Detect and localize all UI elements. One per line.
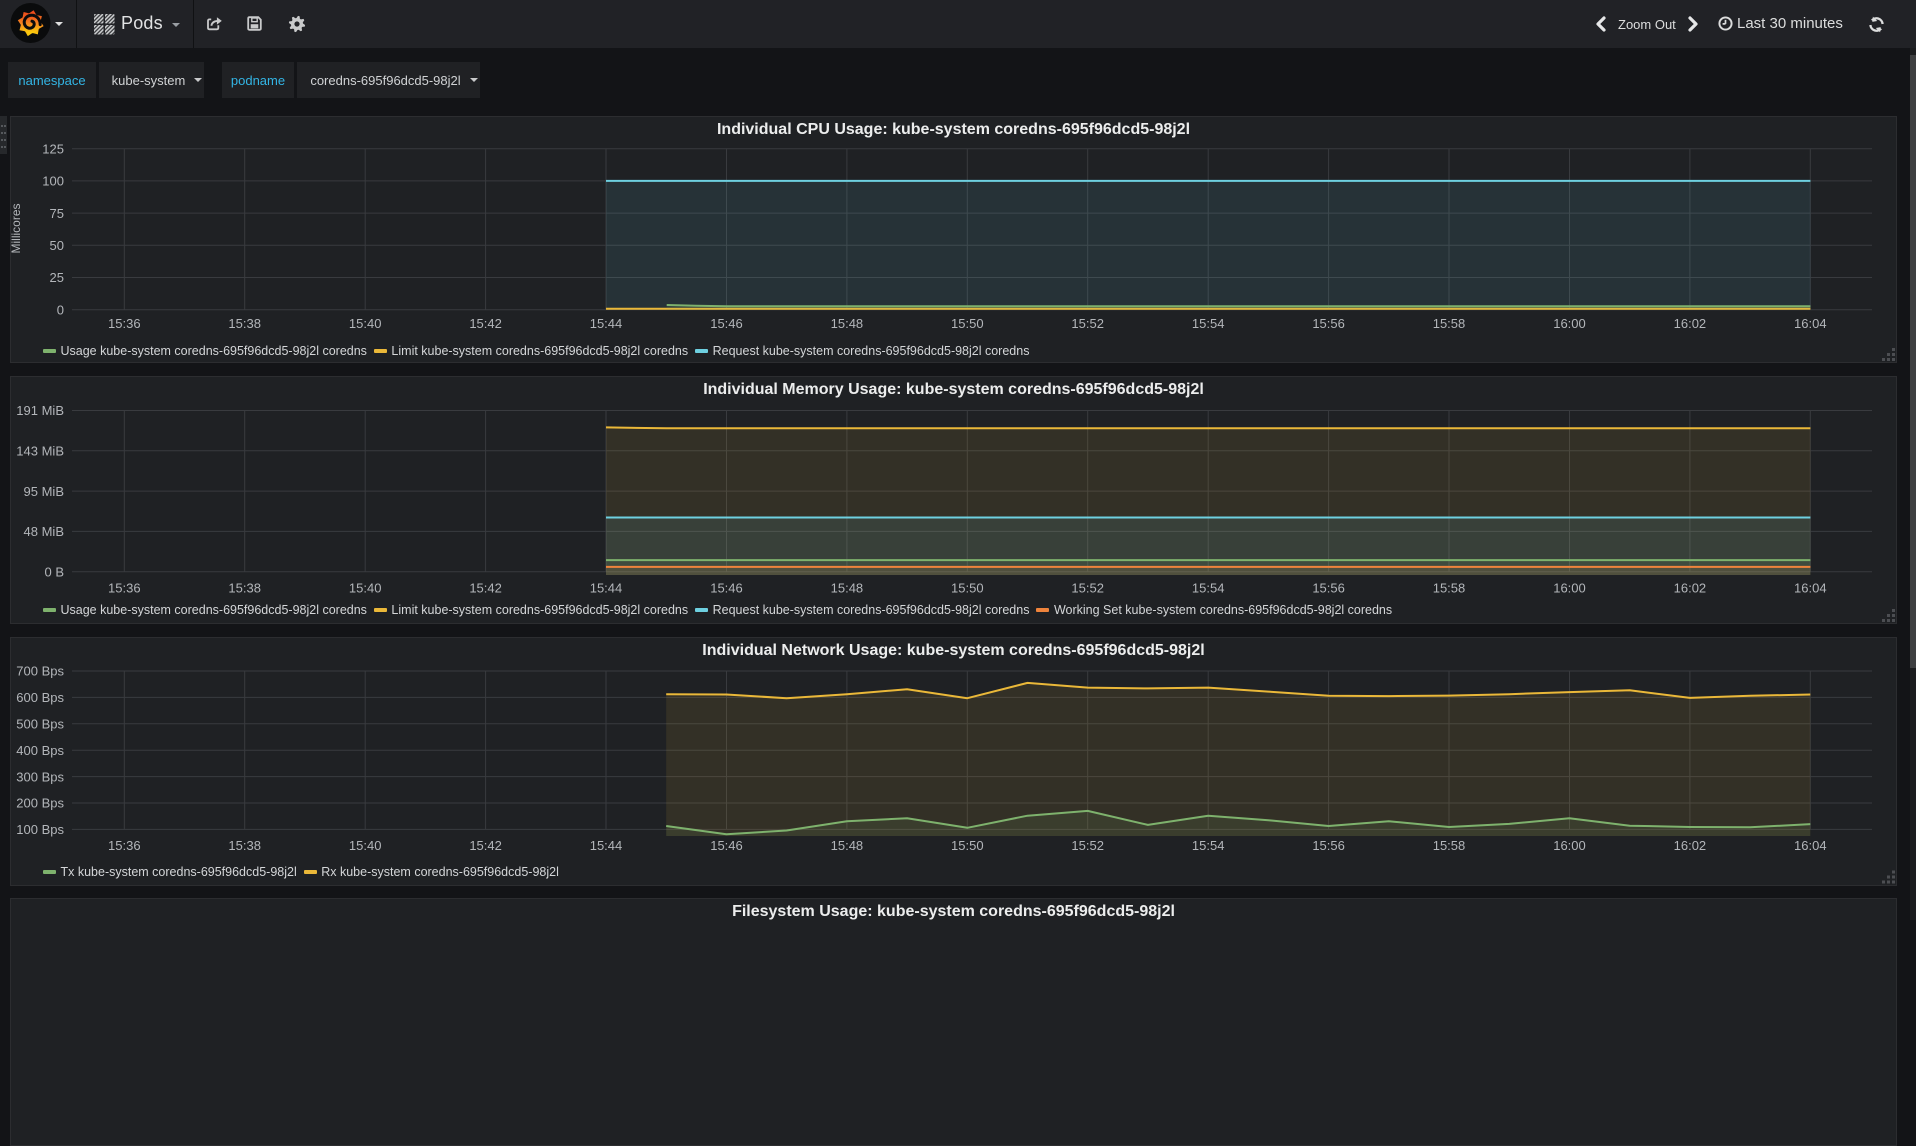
svg-text:500 Bps: 500 Bps xyxy=(16,717,64,732)
svg-text:0 B: 0 B xyxy=(44,564,64,579)
svg-text:15:46: 15:46 xyxy=(710,580,743,595)
svg-text:100 Bps: 100 Bps xyxy=(16,822,64,837)
svg-text:15:58: 15:58 xyxy=(1433,838,1466,853)
svg-text:15:56: 15:56 xyxy=(1312,838,1345,853)
svg-text:16:04: 16:04 xyxy=(1794,838,1827,853)
svg-text:600 Bps: 600 Bps xyxy=(16,690,64,705)
svg-text:16:04: 16:04 xyxy=(1794,316,1827,331)
svg-text:16:04: 16:04 xyxy=(1794,580,1827,595)
svg-text:125: 125 xyxy=(42,141,64,156)
svg-text:15:40: 15:40 xyxy=(349,838,382,853)
svg-text:15:38: 15:38 xyxy=(228,580,261,595)
svg-text:15:48: 15:48 xyxy=(831,580,864,595)
svg-text:50: 50 xyxy=(50,238,64,253)
svg-text:16:00: 16:00 xyxy=(1553,580,1586,595)
svg-text:100: 100 xyxy=(42,173,64,188)
svg-text:0: 0 xyxy=(57,302,64,317)
svg-text:16:00: 16:00 xyxy=(1553,838,1586,853)
svg-text:15:42: 15:42 xyxy=(469,580,502,595)
svg-text:15:44: 15:44 xyxy=(590,580,623,595)
svg-text:15:56: 15:56 xyxy=(1312,580,1345,595)
svg-text:Millicores: Millicores xyxy=(10,203,23,253)
svg-text:15:40: 15:40 xyxy=(349,580,382,595)
svg-text:15:54: 15:54 xyxy=(1192,580,1225,595)
svg-text:15:46: 15:46 xyxy=(710,316,743,331)
svg-text:15:36: 15:36 xyxy=(108,316,141,331)
svg-text:15:42: 15:42 xyxy=(469,838,502,853)
svg-text:15:40: 15:40 xyxy=(349,316,382,331)
svg-text:15:52: 15:52 xyxy=(1071,838,1104,853)
svg-text:15:54: 15:54 xyxy=(1192,316,1225,331)
svg-text:16:02: 16:02 xyxy=(1674,316,1707,331)
svg-text:15:36: 15:36 xyxy=(108,580,141,595)
svg-text:15:42: 15:42 xyxy=(469,316,502,331)
svg-text:15:54: 15:54 xyxy=(1192,838,1225,853)
svg-text:700 Bps: 700 Bps xyxy=(16,664,64,679)
svg-text:15:38: 15:38 xyxy=(228,316,261,331)
svg-text:75: 75 xyxy=(50,205,64,220)
svg-text:400 Bps: 400 Bps xyxy=(16,743,64,758)
svg-text:25: 25 xyxy=(50,270,64,285)
svg-text:15:52: 15:52 xyxy=(1071,580,1104,595)
svg-text:15:50: 15:50 xyxy=(951,316,984,331)
svg-text:15:38: 15:38 xyxy=(228,838,261,853)
svg-text:15:56: 15:56 xyxy=(1312,316,1345,331)
svg-text:15:46: 15:46 xyxy=(710,838,743,853)
svg-text:48 MiB: 48 MiB xyxy=(24,524,64,539)
svg-text:15:58: 15:58 xyxy=(1433,316,1466,331)
svg-text:143 MiB: 143 MiB xyxy=(16,443,64,458)
svg-text:191 MiB: 191 MiB xyxy=(16,403,64,418)
svg-text:300 Bps: 300 Bps xyxy=(16,769,64,784)
svg-text:15:48: 15:48 xyxy=(831,838,864,853)
svg-text:95 MiB: 95 MiB xyxy=(24,483,64,498)
svg-text:200 Bps: 200 Bps xyxy=(16,796,64,811)
svg-text:16:02: 16:02 xyxy=(1674,580,1707,595)
svg-text:16:00: 16:00 xyxy=(1553,316,1586,331)
svg-text:15:52: 15:52 xyxy=(1071,316,1104,331)
svg-text:15:44: 15:44 xyxy=(590,316,623,331)
svg-text:15:44: 15:44 xyxy=(590,838,623,853)
svg-text:15:36: 15:36 xyxy=(108,838,141,853)
svg-text:16:02: 16:02 xyxy=(1674,838,1707,853)
svg-text:15:50: 15:50 xyxy=(951,838,984,853)
svg-text:15:48: 15:48 xyxy=(831,316,864,331)
svg-text:15:50: 15:50 xyxy=(951,580,984,595)
svg-text:15:58: 15:58 xyxy=(1433,580,1466,595)
